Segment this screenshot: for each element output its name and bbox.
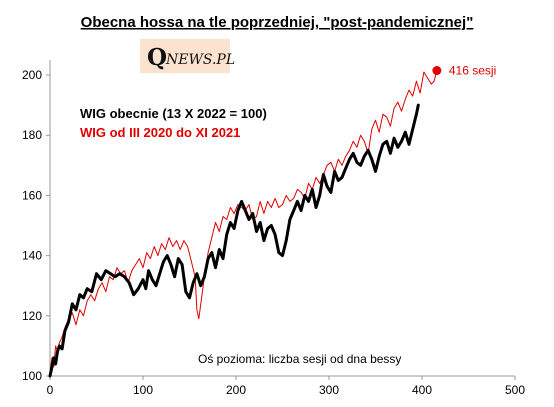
x-tick-label: 300 (319, 383, 339, 397)
chart-title: Obecna hossa na tle poprzedniej, "post-p… (81, 14, 474, 31)
x-tick-label: 400 (412, 383, 432, 397)
legend-entry-current: WIG obecnie (13 X 2022 = 100) (80, 106, 267, 121)
end-marker-label: 416 sesji (449, 64, 496, 78)
axis-note: Oś pozioma: liczba sesji od dna bessy (198, 352, 401, 366)
logo-background (140, 39, 230, 73)
y-tick-label: 120 (22, 309, 42, 323)
y-tick-label: 180 (22, 128, 42, 142)
y-tick-label: 200 (22, 68, 42, 82)
x-tick-label: 100 (133, 383, 153, 397)
x-tick-label: 0 (47, 383, 54, 397)
y-tick-label: 160 (22, 188, 42, 202)
legend-entry-previous: WIG od III 2020 do XI 2021 (80, 125, 240, 140)
axes: 100 120 140 160 180 200 0 100 200 300 400 500 (22, 60, 525, 397)
logo-q: Q (147, 44, 167, 71)
series-line-current (48, 103, 420, 378)
series-layer (48, 70, 438, 378)
x-tick-label: 200 (226, 383, 246, 397)
y-tick-label: 140 (22, 249, 42, 263)
end-marker (432, 66, 442, 76)
y-tick-label: 100 (22, 369, 42, 383)
logo-text: NEWS.PL (165, 52, 235, 68)
logo: Q NEWS.PL (140, 39, 235, 73)
series-line-previous (49, 70, 438, 374)
x-tick-label: 500 (505, 383, 525, 397)
